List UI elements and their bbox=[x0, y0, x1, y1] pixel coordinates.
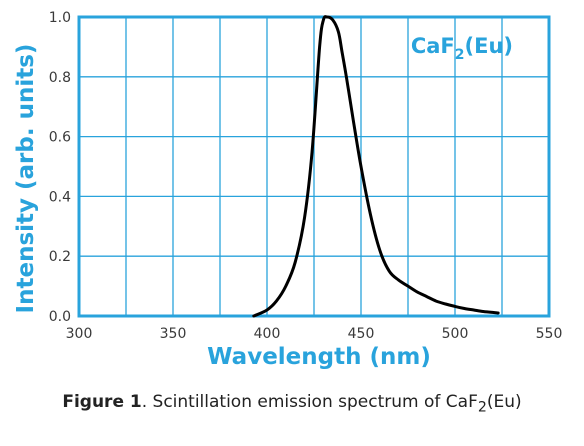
x-tick-label: 450 bbox=[348, 326, 375, 342]
tick-labels: 300 350 400 450 500 550 0.0 0.2 0.4 0.6 0.8 1.0 bbox=[49, 10, 563, 342]
caption-figure-label: Figure 1 bbox=[62, 392, 142, 412]
y-tick-label: 0.2 bbox=[49, 249, 71, 265]
y-tick-label: 0.8 bbox=[49, 70, 71, 86]
x-tick-label: 500 bbox=[442, 326, 469, 342]
y-tick-label: 1.0 bbox=[49, 10, 71, 26]
y-tick-label: 0.6 bbox=[49, 130, 71, 146]
grid-layer bbox=[79, 16, 549, 316]
caption-subscript: 2 bbox=[477, 399, 487, 416]
y-tick-label: 0.0 bbox=[49, 309, 71, 325]
emission-spectrum-chart: 300 350 400 450 500 550 0.0 0.2 0.4 0.6 0.8 1.0 CaF… bbox=[13, 10, 563, 370]
y-axis-title: Intensity (arb. units) bbox=[13, 44, 39, 314]
y-tick-label: 0.4 bbox=[49, 189, 71, 205]
series-line-caf2-eu bbox=[252, 15, 500, 318]
caption-text-suffix: (Eu) bbox=[486, 392, 522, 412]
inset-label: CaF2(Eu) bbox=[411, 34, 513, 63]
plot-frame bbox=[77, 15, 551, 318]
x-tick-label: 350 bbox=[160, 326, 187, 342]
x-tick-label: 300 bbox=[66, 326, 93, 342]
x-axis-title: Wavelength (nm) bbox=[207, 344, 431, 370]
figure-caption: Figure 1. Scintillation emission spectru… bbox=[0, 392, 584, 415]
caption-text: . Scintillation emission spectrum of CaF bbox=[141, 392, 478, 412]
x-tick-label: 400 bbox=[254, 326, 281, 342]
x-tick-label: 550 bbox=[536, 326, 563, 342]
